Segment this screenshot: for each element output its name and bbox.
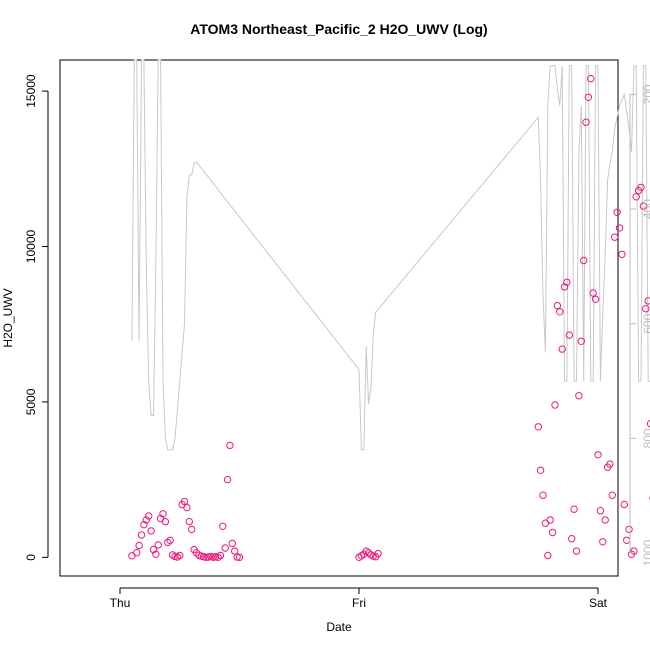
- data-point: [632, 193, 640, 201]
- axes-layer: 0 5000 10000 15000 200 400 600 800 1000 Thu Fri Sat: [24, 74, 650, 610]
- data-point: [642, 305, 650, 313]
- x-tick-label: Fri: [352, 596, 366, 610]
- data-point: [556, 308, 564, 316]
- data-point: [166, 536, 174, 544]
- data-point: [188, 525, 196, 534]
- data-point: [149, 545, 158, 554]
- pressure-line-layer: [131, 59, 650, 451]
- data-point: [599, 538, 607, 546]
- y2-tick-label: 600: [641, 313, 650, 333]
- data-point: [534, 423, 542, 431]
- data-point: [575, 392, 583, 400]
- data-point: [226, 441, 234, 450]
- data-point: [560, 283, 569, 291]
- data-point: [615, 224, 624, 232]
- data-point: [587, 75, 595, 83]
- data-point: [164, 538, 172, 547]
- pressure-line: [131, 59, 650, 451]
- data-point: [594, 451, 602, 459]
- data-point: [147, 527, 155, 535]
- data-point: [584, 93, 593, 102]
- data-point: [145, 512, 153, 520]
- data-point: [580, 256, 588, 265]
- data-point: [630, 547, 638, 555]
- data-point: [582, 118, 590, 126]
- y2-tick-label: 800: [641, 428, 650, 448]
- data-point: [623, 536, 631, 544]
- data-point: [544, 551, 552, 560]
- data-point: [159, 510, 167, 518]
- y-tick-label: 10000: [24, 229, 38, 263]
- data-point: [637, 183, 645, 192]
- data-point: [161, 517, 170, 526]
- data-point: [536, 466, 545, 474]
- data-point: [572, 547, 581, 555]
- data-point: [202, 553, 210, 561]
- data-point: [625, 525, 633, 534]
- data-point: [568, 535, 576, 543]
- data-point: [223, 475, 232, 484]
- data-point: [606, 460, 614, 468]
- data-point: [563, 278, 571, 286]
- x-tick-label: Thu: [110, 596, 131, 610]
- data-point: [646, 420, 650, 428]
- data-point: [135, 541, 143, 550]
- data-point: [613, 208, 621, 217]
- data-point: [551, 401, 559, 409]
- data-point: [214, 553, 222, 561]
- data-point: [620, 500, 628, 509]
- data-point: [644, 297, 650, 305]
- y-tick-label: 0: [24, 554, 38, 561]
- data-point: [216, 551, 225, 560]
- data-point: [611, 233, 619, 241]
- data-point: [364, 549, 373, 557]
- scatter-points-layer: [128, 75, 650, 561]
- data-point: [618, 250, 626, 259]
- data-point: [154, 541, 162, 549]
- data-point: [558, 345, 566, 353]
- y-tick-label: 15000: [24, 74, 38, 108]
- plot-frame: [59, 59, 619, 577]
- y2-tick-label: 400: [641, 199, 650, 219]
- data-point: [596, 507, 605, 515]
- data-point: [185, 517, 194, 526]
- data-point: [548, 528, 557, 537]
- data-point: [608, 491, 616, 499]
- y2-tick-label: 1000: [641, 539, 650, 566]
- data-point: [192, 549, 201, 557]
- data-point: [589, 289, 597, 297]
- data-point: [228, 539, 237, 548]
- x-axis-label: Date: [326, 620, 352, 634]
- data-point: [133, 549, 141, 557]
- data-point: [137, 531, 146, 539]
- data-point: [233, 553, 241, 561]
- y2-tick-label: 200: [641, 84, 650, 104]
- chart-title: ATOM3 Northeast_Pacific_2 H2O_UWV (Log): [190, 21, 487, 37]
- data-point: [591, 295, 600, 303]
- y-axis-label: H2O_UWV: [1, 288, 15, 347]
- data-point: [176, 551, 184, 560]
- data-point: [639, 202, 648, 210]
- data-point: [570, 505, 578, 513]
- data-point: [180, 497, 189, 506]
- data-point: [565, 331, 573, 339]
- data-point: [142, 516, 151, 524]
- data-point: [221, 544, 229, 552]
- data-point: [183, 503, 191, 512]
- y-tick-label: 5000: [24, 388, 38, 415]
- x-tick-label: Sat: [589, 596, 608, 610]
- data-point: [219, 522, 227, 530]
- data-point: [539, 491, 547, 499]
- data-point: [553, 301, 562, 310]
- data-point: [235, 553, 244, 561]
- data-point: [577, 337, 585, 345]
- data-point: [374, 549, 382, 558]
- data-point: [152, 550, 160, 558]
- data-point: [601, 516, 609, 524]
- data-point: [546, 516, 554, 524]
